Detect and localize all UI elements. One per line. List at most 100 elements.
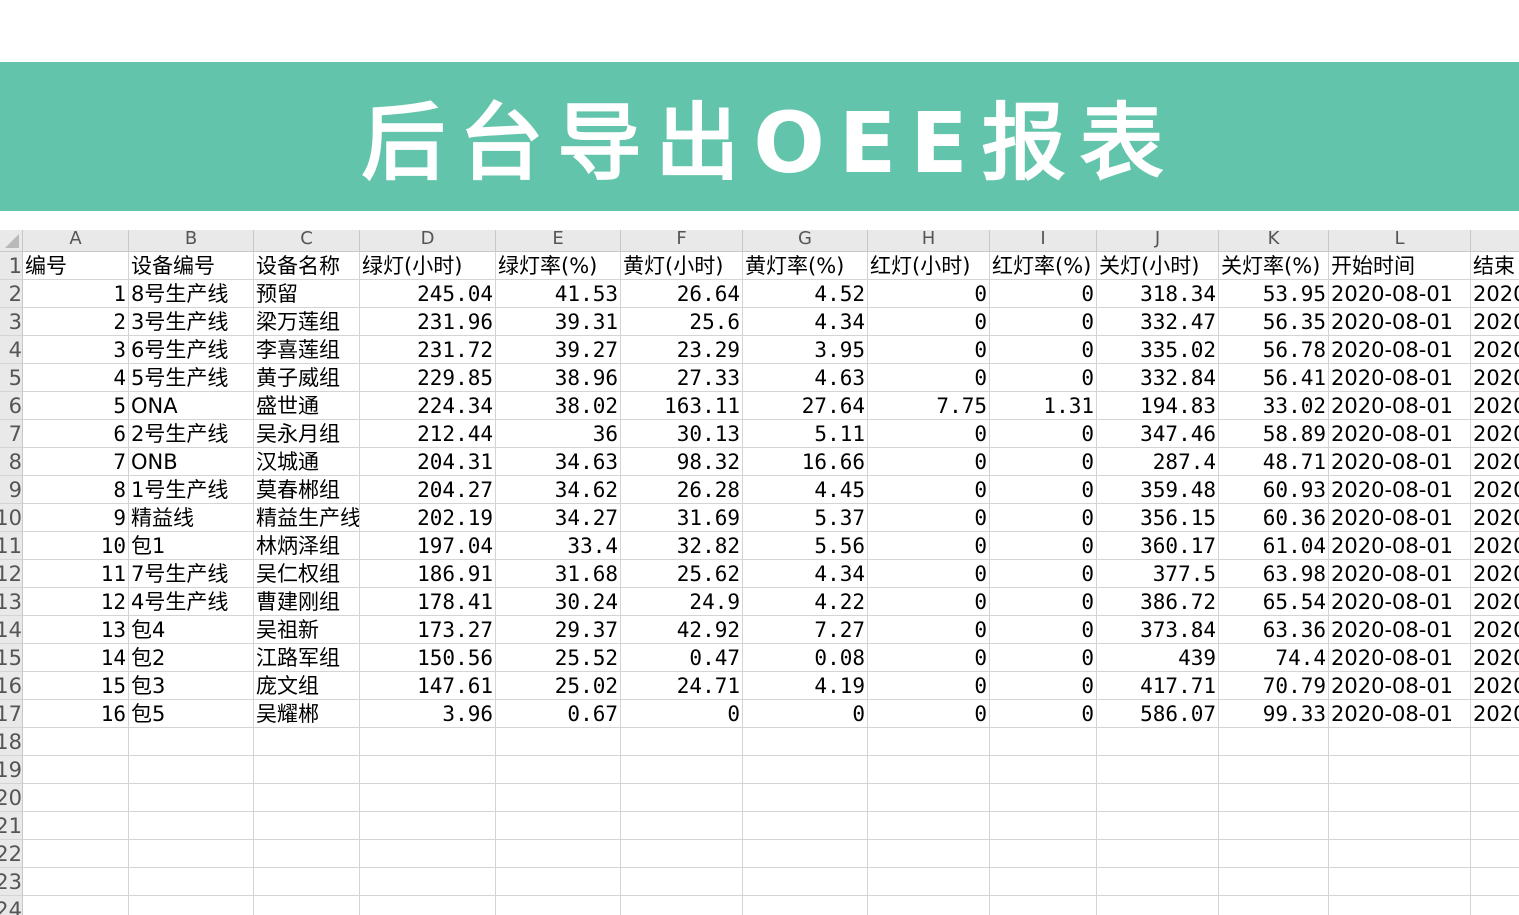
table-cell[interactable]: 229.85 [360, 364, 496, 392]
table-cell[interactable]: 5 [23, 392, 129, 420]
table-cell[interactable]: 58.89 [1219, 420, 1329, 448]
empty-cell[interactable] [254, 784, 360, 812]
table-cell[interactable]: 2020 [1471, 448, 1519, 476]
row-header[interactable]: 14 [0, 616, 23, 644]
header-cell[interactable]: 结束 [1471, 252, 1519, 280]
table-cell[interactable]: 0 [868, 476, 990, 504]
empty-cell[interactable] [1097, 840, 1219, 868]
empty-cell[interactable] [496, 896, 621, 915]
table-cell[interactable]: 27.64 [743, 392, 868, 420]
header-cell[interactable]: 绿灯(小时) [360, 252, 496, 280]
table-cell[interactable]: 2020-08-01 [1329, 448, 1471, 476]
table-cell[interactable]: 6 [23, 420, 129, 448]
table-cell[interactable]: 1 [23, 280, 129, 308]
row-header[interactable]: 11 [0, 532, 23, 560]
table-cell[interactable]: 9 [23, 504, 129, 532]
table-cell[interactable]: 0 [990, 672, 1097, 700]
table-cell[interactable]: 4.22 [743, 588, 868, 616]
table-cell[interactable]: 精益线 [129, 504, 254, 532]
empty-cell[interactable] [868, 868, 990, 896]
table-cell[interactable]: 5号生产线 [129, 364, 254, 392]
empty-cell[interactable] [743, 896, 868, 915]
table-cell[interactable]: 0 [990, 588, 1097, 616]
table-cell[interactable]: 0 [868, 588, 990, 616]
table-cell[interactable]: 360.17 [1097, 532, 1219, 560]
table-cell[interactable]: 359.48 [1097, 476, 1219, 504]
table-cell[interactable]: 31.69 [621, 504, 743, 532]
header-cell[interactable]: 编号 [23, 252, 129, 280]
table-cell[interactable]: 0 [868, 672, 990, 700]
table-cell[interactable]: 38.96 [496, 364, 621, 392]
table-cell[interactable]: 2020 [1471, 504, 1519, 532]
table-cell[interactable]: 231.96 [360, 308, 496, 336]
header-cell[interactable]: 黄灯率(%) [743, 252, 868, 280]
table-cell[interactable]: 0.67 [496, 700, 621, 728]
row-header[interactable]: 21 [0, 812, 23, 840]
empty-cell[interactable] [1097, 756, 1219, 784]
empty-cell[interactable] [496, 756, 621, 784]
table-cell[interactable]: 60.93 [1219, 476, 1329, 504]
empty-cell[interactable] [1097, 784, 1219, 812]
table-cell[interactable]: 39.31 [496, 308, 621, 336]
empty-cell[interactable] [496, 784, 621, 812]
row-header[interactable]: 19 [0, 756, 23, 784]
table-cell[interactable]: 2020-08-01 [1329, 336, 1471, 364]
column-header-L[interactable]: L [1329, 230, 1471, 252]
table-cell[interactable]: 0 [868, 504, 990, 532]
table-cell[interactable]: 26.28 [621, 476, 743, 504]
empty-cell[interactable] [129, 896, 254, 915]
empty-cell[interactable] [990, 756, 1097, 784]
header-cell[interactable]: 黄灯(小时) [621, 252, 743, 280]
table-cell[interactable]: 0 [868, 448, 990, 476]
table-cell[interactable]: 0 [990, 504, 1097, 532]
table-cell[interactable]: 黄子威组 [254, 364, 360, 392]
table-cell[interactable]: 30.13 [621, 420, 743, 448]
empty-cell[interactable] [496, 812, 621, 840]
table-cell[interactable]: 0 [868, 308, 990, 336]
table-cell[interactable]: 2020-08-01 [1329, 420, 1471, 448]
table-cell[interactable]: 0 [868, 560, 990, 588]
table-cell[interactable]: 56.41 [1219, 364, 1329, 392]
table-cell[interactable]: 0 [990, 336, 1097, 364]
select-all-corner[interactable] [0, 230, 23, 252]
table-cell[interactable]: 4号生产线 [129, 588, 254, 616]
empty-cell[interactable] [1219, 868, 1329, 896]
table-cell[interactable]: 4.45 [743, 476, 868, 504]
row-header[interactable]: 24 [0, 896, 23, 915]
row-header[interactable]: 9 [0, 476, 23, 504]
table-cell[interactable]: 包2 [129, 644, 254, 672]
table-cell[interactable]: 212.44 [360, 420, 496, 448]
table-cell[interactable]: 335.02 [1097, 336, 1219, 364]
table-cell[interactable]: 2020 [1471, 336, 1519, 364]
table-cell[interactable]: 347.46 [1097, 420, 1219, 448]
empty-cell[interactable] [743, 840, 868, 868]
row-header[interactable]: 4 [0, 336, 23, 364]
empty-cell[interactable] [1219, 840, 1329, 868]
empty-cell[interactable] [360, 840, 496, 868]
table-cell[interactable]: 8 [23, 476, 129, 504]
empty-cell[interactable] [1219, 784, 1329, 812]
table-cell[interactable]: 0 [990, 560, 1097, 588]
row-header[interactable]: 1 [0, 252, 23, 280]
table-cell[interactable]: 0 [868, 420, 990, 448]
table-cell[interactable]: 60.36 [1219, 504, 1329, 532]
table-cell[interactable]: 41.53 [496, 280, 621, 308]
table-cell[interactable]: 2020-08-01 [1329, 700, 1471, 728]
table-cell[interactable]: 0.47 [621, 644, 743, 672]
empty-cell[interactable] [23, 896, 129, 915]
empty-cell[interactable] [360, 784, 496, 812]
table-cell[interactable]: 24.9 [621, 588, 743, 616]
row-header[interactable]: 23 [0, 868, 23, 896]
table-cell[interactable]: 5.11 [743, 420, 868, 448]
table-cell[interactable]: 吴永月组 [254, 420, 360, 448]
table-cell[interactable]: 373.84 [1097, 616, 1219, 644]
table-cell[interactable]: 194.83 [1097, 392, 1219, 420]
table-cell[interactable]: 2020 [1471, 672, 1519, 700]
empty-cell[interactable] [360, 728, 496, 756]
table-cell[interactable]: 318.34 [1097, 280, 1219, 308]
empty-cell[interactable] [254, 840, 360, 868]
empty-cell[interactable] [1219, 728, 1329, 756]
empty-cell[interactable] [1329, 868, 1471, 896]
table-cell[interactable]: 99.33 [1219, 700, 1329, 728]
table-cell[interactable]: 7.75 [868, 392, 990, 420]
